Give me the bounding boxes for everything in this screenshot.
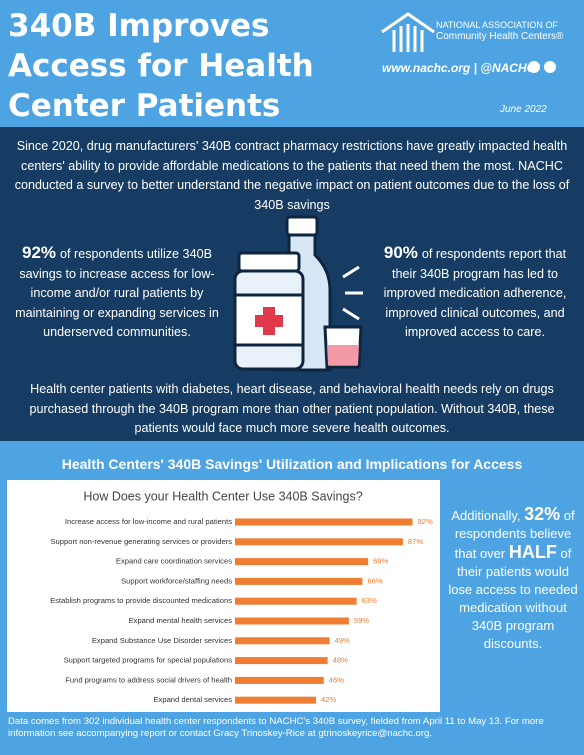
value-label: 46% [329, 675, 344, 684]
value-label: 59% [354, 616, 369, 625]
bar [235, 696, 317, 704]
value-label: 63% [362, 596, 377, 605]
facebook-icon[interactable] [528, 61, 540, 73]
chart-panel: How Does your Health Center Use 340B Sav… [7, 480, 440, 712]
sidebar-text: of their patients would lose access to n… [448, 546, 578, 651]
category-label: Expand care coordination services [116, 557, 232, 566]
medicine-illustration [233, 215, 363, 372]
sidebar: Additionally, 32% of respondents believe… [446, 505, 580, 653]
stat-text: of respondents report that their 340B pr… [383, 247, 567, 339]
category-label: Support workforce/staffing needs [121, 576, 232, 585]
org-line: NATIONAL ASSOCIATION OF [436, 20, 558, 30]
bar [235, 617, 349, 625]
value-label: 48% [333, 656, 348, 665]
outcome-text: Health center patients with diabetes, he… [29, 382, 555, 435]
category-label: Support targeted programs for special po… [64, 656, 233, 665]
stat-figure: 92% [22, 243, 57, 262]
title-line: 340B Improves [8, 8, 270, 44]
value-label: 92% [418, 517, 433, 526]
value-label: 87% [408, 537, 423, 546]
category-label: Expand Substance Use Disorder services [92, 636, 232, 645]
category-label: Fund programs to address social drivers … [65, 675, 232, 684]
value-label: 42% [321, 695, 336, 704]
org-line: Community Health Centers® [436, 31, 564, 42]
sidebar-text: of respondents believe that over [454, 508, 575, 561]
bar [235, 558, 369, 566]
bar [235, 597, 357, 605]
chart: How Does your Health Center Use 340B Sav… [50, 489, 433, 704]
value-label: 69% [373, 557, 388, 566]
logo [381, 12, 435, 52]
category-label: Increase access for low-income and rural… [65, 517, 232, 526]
category-label: Expand mental health services [129, 616, 233, 625]
category-label: Support non-revenue generating services … [50, 537, 232, 546]
intro-text: Since 2020, drug manufacturers' 340B con… [14, 139, 570, 212]
footer: Data comes from 302 individual health ce… [8, 716, 544, 739]
category-label: Establish programs to provide discounted… [50, 596, 232, 605]
twitter-icon[interactable] [544, 61, 556, 73]
chart-title: How Does your Health Center Use 340B Sav… [83, 489, 362, 503]
stat-figure: 90% [383, 243, 418, 262]
category-label: Expand dental services [153, 695, 232, 704]
social-icons [528, 61, 556, 73]
stat-text: of respondents utilize 340B savings to i… [15, 247, 219, 339]
org-name: NATIONAL ASSOCIATION OF Community Health… [436, 20, 563, 42]
stat-left: 92% of respondents utilize 340B savings t… [12, 243, 222, 343]
sidebar-emphasis: HALF [508, 542, 557, 562]
value-label: 66% [367, 576, 382, 585]
links[interactable]: www.nachc.org | @NACHC [382, 61, 536, 75]
date: June 2022 [500, 104, 547, 115]
stat-right: 90% of respondents report that their 340B… [370, 243, 580, 343]
title: 340B Improves Access for Health Center P… [8, 6, 314, 126]
bar [235, 676, 324, 684]
bar [235, 518, 413, 526]
title-line: Access for Health [8, 48, 314, 84]
value-label: 49% [335, 636, 350, 645]
section-title: Health Centers' 340B Savings' Utilizatio… [61, 456, 523, 472]
sidebar-text: Additionally, [451, 508, 521, 523]
bar [235, 637, 330, 645]
sidebar-figure: 32% [524, 504, 561, 524]
bar [235, 538, 403, 546]
title-line: Center Patients [8, 88, 281, 124]
bar [235, 657, 328, 665]
bar [235, 577, 363, 585]
